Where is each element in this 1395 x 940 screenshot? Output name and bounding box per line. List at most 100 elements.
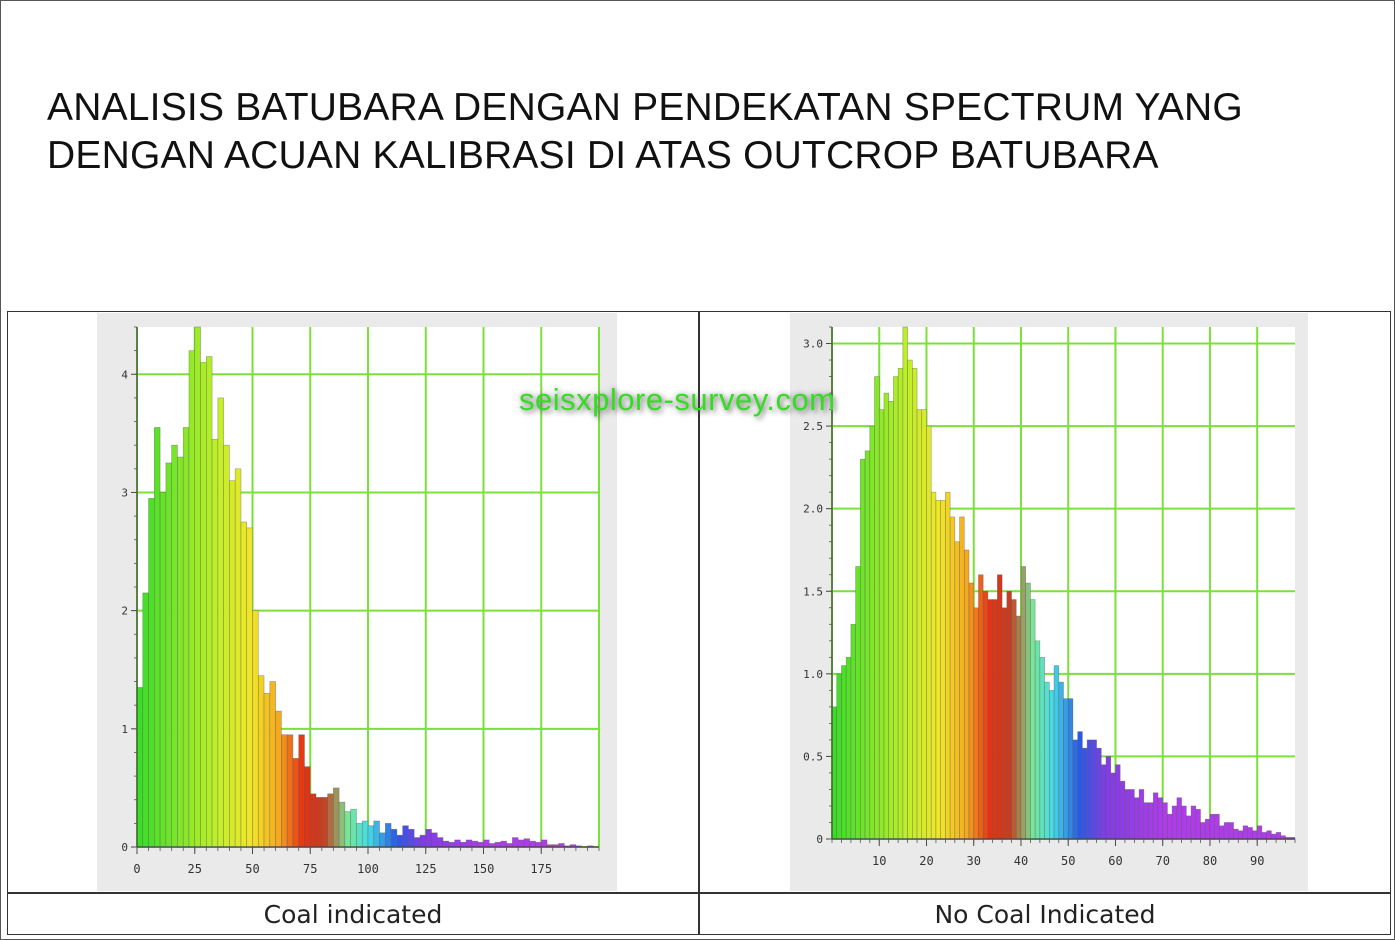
histogram-bar [987, 599, 993, 840]
histogram-bar [874, 376, 880, 840]
histogram-bar [1030, 599, 1036, 840]
histogram-bar [408, 828, 415, 848]
histogram-bar [315, 797, 323, 848]
histogram-bar [1275, 832, 1282, 840]
histogram-bar [396, 834, 403, 848]
histogram-bar [1190, 805, 1197, 840]
histogram-bar [1167, 813, 1173, 840]
histogram-bar [494, 841, 502, 848]
histogram-bar [431, 832, 438, 848]
histogram-bar [1105, 756, 1112, 840]
histogram-bar [171, 444, 178, 848]
histogram-bar [344, 811, 351, 848]
histogram-bar [367, 825, 375, 848]
x-tick-label: 40 [1014, 854, 1028, 868]
histogram-bar [1223, 822, 1230, 840]
histogram-bar [836, 673, 842, 840]
histogram-bar [1186, 815, 1192, 840]
histogram-bar [338, 801, 346, 848]
histogram-bar [252, 610, 259, 848]
histogram-bar [963, 549, 970, 840]
table-divider-horizontal [7, 892, 1391, 894]
histogram-bar [182, 427, 190, 848]
histogram-bar [402, 825, 409, 848]
histogram-bar [1162, 802, 1168, 840]
histogram-bar [356, 823, 363, 848]
title-line-2: DENGAN ACUAN KALIBRASI DI ATAS OUTCROP B… [47, 134, 1159, 177]
histogram-bar [897, 367, 904, 840]
histogram-bar [1228, 822, 1234, 840]
x-tick-label: 175 [530, 862, 552, 876]
histogram-bar [860, 458, 866, 840]
y-tick-label: 3.0 [803, 338, 823, 351]
histogram-bar [1039, 657, 1045, 840]
histogram-bar [217, 397, 224, 848]
histogram-bar [373, 820, 380, 848]
histogram-bar [309, 793, 317, 848]
histogram-bar [1266, 830, 1272, 840]
histogram-bar [257, 675, 265, 848]
histogram-bar [1015, 615, 1022, 840]
histogram-bar [1077, 731, 1083, 840]
histogram-bar [921, 409, 927, 840]
histogram-bar [361, 820, 369, 848]
caption-no-coal-indicated: No Coal Indicated [934, 900, 1156, 929]
histogram-bar [1181, 805, 1187, 840]
histogram-bar [1044, 681, 1050, 840]
histogram-bar [1072, 739, 1078, 840]
x-tick-label: 125 [415, 862, 437, 876]
histogram-bar [136, 687, 144, 848]
y-tick-label: 1 [121, 723, 128, 736]
histogram-bar [1025, 582, 1031, 840]
histogram-bar [1049, 690, 1055, 840]
x-tick-label: 50 [1061, 854, 1075, 868]
histogram-bar [177, 456, 184, 848]
x-tick-label: 70 [1155, 854, 1169, 868]
histogram-bar [982, 590, 989, 840]
table-divider-vertical [698, 311, 700, 935]
histogram-bar [1209, 813, 1215, 840]
histogram-bar [1020, 566, 1027, 840]
histogram-bar [1157, 797, 1164, 840]
watermark-text: seisxplore-survey.com [519, 382, 836, 417]
histogram-bar [949, 516, 956, 840]
x-tick-label: 25 [188, 862, 202, 876]
histogram-bar [1091, 739, 1097, 840]
histogram-bar [1242, 825, 1249, 840]
y-tick-label: 2.5 [803, 420, 823, 433]
histogram-bar [935, 500, 941, 840]
histogram-bar [845, 657, 852, 840]
histogram-bar [523, 838, 530, 848]
histogram-bar [1238, 830, 1244, 840]
histogram-bar [1152, 792, 1159, 840]
histogram-bar [831, 706, 838, 840]
x-tick-label: 20 [919, 854, 933, 868]
x-tick-label: 75 [303, 862, 317, 876]
histogram-coal-indicated: 0 25 50 75 100 125 150 175 0 1 2 3 4 [97, 313, 617, 891]
histogram-bar [1115, 764, 1121, 840]
y-tick-label: 3 [121, 486, 128, 499]
histogram-bar [483, 839, 490, 848]
x-tick-label: 100 [357, 862, 379, 876]
histogram-bar [1011, 599, 1017, 840]
histogram-bar [165, 462, 172, 848]
histogram-bar [926, 425, 932, 840]
histogram-bar [1233, 828, 1239, 840]
histogram-bar [1034, 640, 1041, 840]
histogram-bar [1134, 797, 1140, 840]
histogram-bar [916, 409, 923, 840]
histogram-bar [390, 828, 398, 848]
y-tick-label: 1.5 [803, 585, 823, 598]
histogram-bar [1058, 681, 1064, 840]
histogram-bar [194, 326, 201, 848]
histogram-bar [448, 841, 455, 848]
y-tick-label: 0.5 [803, 750, 823, 763]
histogram-bar [350, 808, 357, 848]
histogram-bar [286, 734, 294, 848]
histogram-bar [855, 566, 861, 840]
histogram-bar [465, 839, 473, 848]
histogram-bar [327, 793, 334, 848]
slide-title: ANALISIS BATUBARA DENGAN PENDEKATAN SPEC… [47, 84, 1377, 180]
histogram-bar [968, 582, 975, 840]
histogram-bar [304, 766, 311, 848]
